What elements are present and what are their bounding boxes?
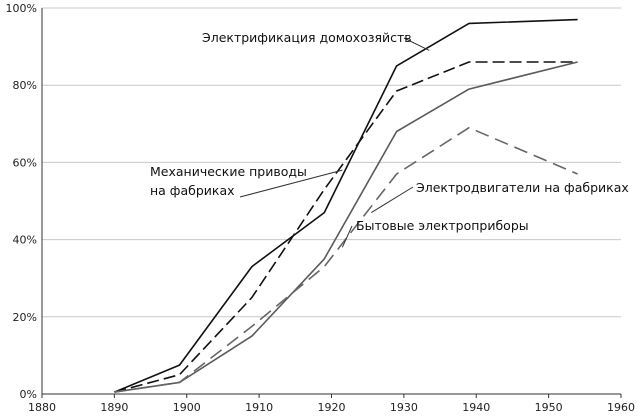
annotation-mechanical-drives: Механические приводы на фабриках — [150, 164, 307, 198]
annotation-household: Электрификация домохозяйств — [202, 30, 412, 45]
x-tick-label: 1940 — [462, 401, 490, 414]
x-tick-label: 1910 — [245, 401, 273, 414]
series-mechanical-drives — [114, 61, 578, 393]
annotation-mechanical-label-line1: Механические приводы — [150, 164, 307, 179]
annotation-mechanical-label-line2: на фабриках — [150, 183, 235, 198]
x-tick-label: 1920 — [318, 401, 346, 414]
x-tick-label: 1880 — [28, 401, 56, 414]
annotation-appliances: Бытовые электроприборы — [356, 218, 529, 233]
y-tick-label: 60% — [13, 156, 37, 169]
series-household-appliances — [114, 126, 578, 393]
series-lines — [114, 18, 578, 393]
x-tick-label: 1950 — [535, 401, 563, 414]
annotation-motors-label: Электродвигатели на фабриках — [416, 180, 629, 195]
gridlines — [42, 7, 621, 318]
axes: 0% 20% 40% 60% 80% 100% 1880 1890 1900 1910 1920 19… — [6, 2, 635, 414]
y-tick-label: 80% — [13, 79, 37, 92]
annotation-leaders — [239, 37, 430, 248]
annotation-household-label: Электрификация домохозяйств — [202, 30, 412, 45]
x-tick-label: 1900 — [173, 401, 201, 414]
x-tick-label: 1960 — [607, 401, 635, 414]
y-tick-label: 40% — [13, 234, 37, 247]
leader-appliances — [341, 225, 353, 248]
series-household-electrification — [114, 18, 578, 393]
y-tick-label: 20% — [13, 311, 37, 324]
x-tick-label: 1890 — [100, 401, 128, 414]
y-tick-label: 0% — [20, 388, 37, 401]
y-tick-label: 100% — [6, 2, 37, 15]
annotation-appliances-label: Бытовые электроприборы — [356, 218, 529, 233]
leader-electric-motors — [371, 186, 414, 214]
leader-household — [403, 37, 430, 51]
annotation-electric-motors: Электродвигатели на фабриках — [416, 180, 629, 195]
x-tick-label: 1930 — [390, 401, 418, 414]
leader-mechanical-drives — [239, 169, 343, 198]
